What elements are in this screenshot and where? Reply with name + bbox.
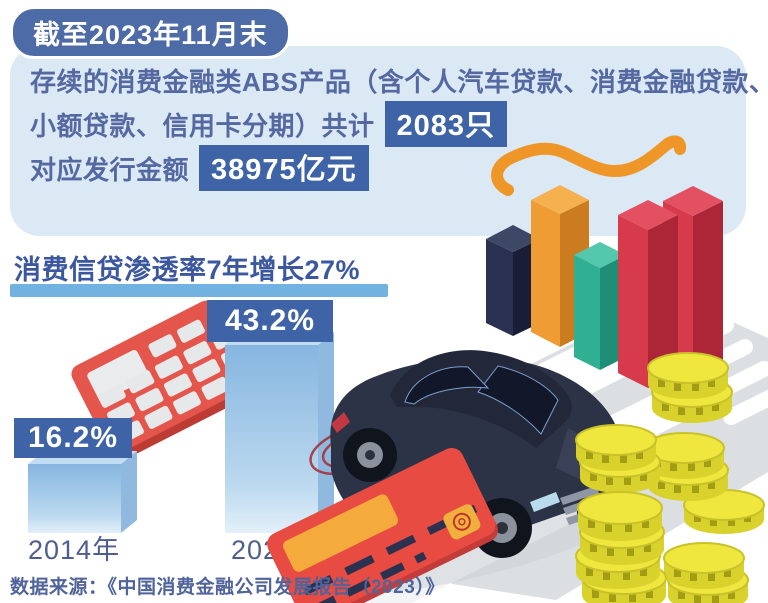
date-badge-label: 截至2023年11月末 [33, 20, 268, 50]
summary-line-2: 小额贷款、信用卡分期）共计 2083只 [30, 101, 740, 147]
credit-card-icon [267, 447, 498, 603]
value-label-2014: 16.2% [14, 418, 132, 458]
category-label-2014: 2014年 [28, 535, 121, 565]
summary-text: 存续的消费金融类ABS产品（含个人汽车贷款、消费金融贷款、 小额贷款、信用卡分期… [30, 58, 768, 191]
gold-coins-icon [575, 352, 765, 603]
heading-underline [10, 284, 388, 297]
stat-issuance-amount: 38975亿元 [199, 145, 369, 191]
summary-line-1: 存续的消费金融类ABS产品（含个人汽车贷款、消费金融贷款、 [30, 66, 768, 97]
section-heading: 消费信贷渗透率7年增长27% [14, 255, 361, 285]
stat-products-count: 2083只 [384, 101, 508, 147]
bar-2014 [28, 451, 137, 533]
value-label-2022: 43.2% [207, 300, 333, 342]
bar-2022 [225, 332, 334, 533]
summary-panel [10, 46, 746, 236]
data-source-line: 数据来源：《中国消费金融公司发展报告（2023）》 [10, 577, 445, 598]
growth-swoosh-icon [491, 135, 687, 196]
date-badge: 截至2023年11月末 [10, 6, 291, 59]
summary-line-3: 对应发行金额 38975亿元 [30, 145, 740, 191]
column-chart-icon [486, 185, 723, 388]
